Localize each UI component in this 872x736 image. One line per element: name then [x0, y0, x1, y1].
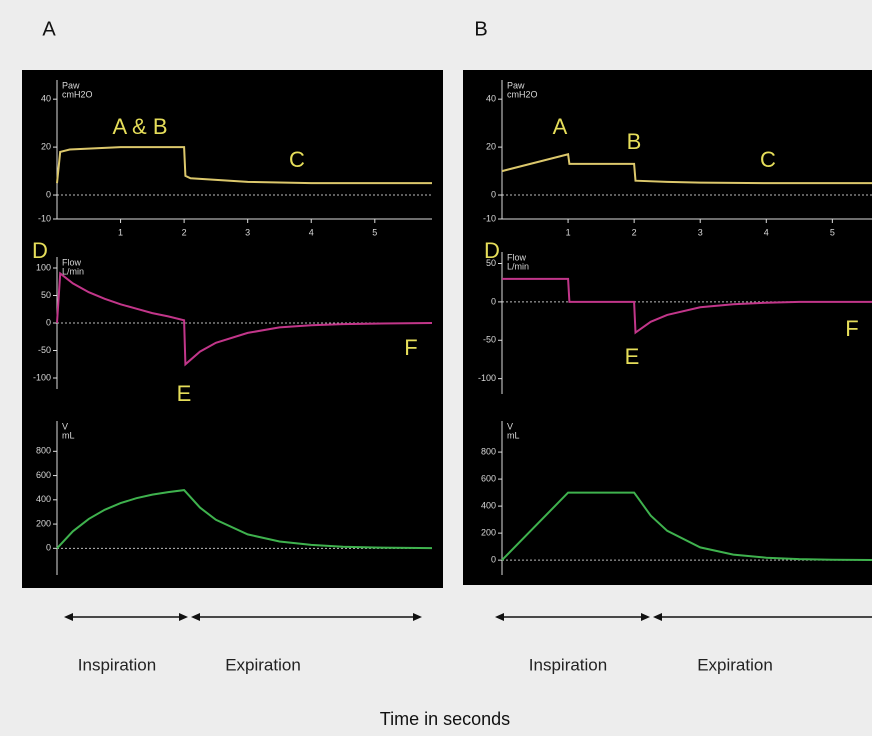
y-axis-label: V	[62, 421, 68, 431]
y-tick-label: 40	[41, 94, 51, 104]
x-tick-label: 5	[830, 227, 835, 237]
chart: 0 200 400 600 800 VmL	[36, 421, 433, 575]
data-line	[56, 271, 433, 367]
y-axis-label: Paw	[62, 80, 80, 90]
phase-label: Expiration	[225, 655, 301, 674]
annotation: B	[627, 129, 642, 154]
y-tick-label: 50	[486, 258, 496, 268]
y-tick-label: 400	[481, 500, 496, 510]
y-tick-label: 0	[491, 189, 496, 199]
chart: 0 200 400 600 800 VmL	[481, 421, 872, 575]
y-tick-label: -10	[483, 213, 496, 223]
data-line	[501, 153, 872, 185]
y-axis-label: L/min	[62, 266, 84, 276]
panel-a-screen	[22, 70, 443, 588]
x-tick-label: 1	[118, 227, 123, 237]
y-tick-label: 200	[481, 527, 496, 537]
annotation: D	[32, 238, 48, 263]
y-axis-label: Flow	[507, 252, 527, 262]
y-tick-label: 0	[491, 555, 496, 565]
y-axis-label: mL	[507, 430, 520, 440]
annotation: A	[553, 114, 568, 139]
y-tick-label: -50	[38, 345, 51, 355]
y-tick-label: 20	[486, 141, 496, 151]
annotation: F	[404, 335, 417, 360]
y-tick-label: -50	[483, 335, 496, 345]
y-tick-label: 200	[36, 518, 51, 528]
y-tick-label: 20	[41, 141, 51, 151]
x-tick-label: 5	[372, 227, 377, 237]
y-tick-label: 40	[486, 94, 496, 104]
x-tick-label: 2	[182, 227, 187, 237]
phase-label: Inspiration	[78, 655, 156, 674]
y-tick-label: -100	[33, 372, 51, 382]
panel-label: B	[474, 18, 487, 40]
y-tick-label: 0	[46, 189, 51, 199]
y-axis-label: L/min	[507, 261, 529, 271]
annotation: F	[845, 316, 858, 341]
phase-label: Inspiration	[529, 655, 607, 674]
annotation: D	[484, 238, 500, 263]
x-tick-label: 3	[245, 227, 250, 237]
annotation: E	[625, 344, 640, 369]
y-axis-label: cmH2O	[507, 89, 538, 99]
annotation: A & B	[112, 114, 167, 139]
y-axis-label: V	[507, 421, 513, 431]
y-axis-label: Flow	[62, 257, 82, 267]
data-line	[502, 277, 872, 335]
annotation: C	[760, 147, 776, 172]
y-tick-label: 0	[491, 296, 496, 306]
data-line	[56, 146, 432, 185]
y-axis-label: mL	[62, 430, 75, 440]
y-tick-label: -100	[478, 373, 496, 383]
x-tick-label: 2	[632, 227, 637, 237]
y-tick-label: 600	[36, 470, 51, 480]
y-axis-label: cmH2O	[62, 89, 93, 99]
y-tick-label: 600	[481, 473, 496, 483]
y-tick-label: 0	[46, 317, 51, 327]
y-tick-label: 400	[36, 494, 51, 504]
panel-b-screen	[463, 70, 872, 585]
phase-label: Expiration	[697, 655, 773, 674]
y-tick-label: 0	[46, 543, 51, 553]
y-tick-label: 100	[36, 262, 51, 272]
arrow-heads	[64, 613, 662, 621]
y-axis-label: Paw	[507, 80, 525, 90]
x-tick-label: 4	[309, 227, 314, 237]
data-line	[56, 489, 433, 550]
data-line	[501, 491, 872, 561]
x-tick-label: 1	[566, 227, 571, 237]
x-axis-title: Time in seconds	[380, 709, 510, 729]
panel-label: A	[42, 18, 56, 40]
x-tick-label: 4	[764, 227, 769, 237]
annotation: C	[289, 147, 305, 172]
x-tick-label: 3	[698, 227, 703, 237]
y-tick-label: 800	[36, 446, 51, 456]
y-tick-label: 800	[481, 446, 496, 456]
annotation: E	[177, 381, 192, 406]
y-tick-label: 50	[41, 290, 51, 300]
y-tick-label: -10	[38, 213, 51, 223]
